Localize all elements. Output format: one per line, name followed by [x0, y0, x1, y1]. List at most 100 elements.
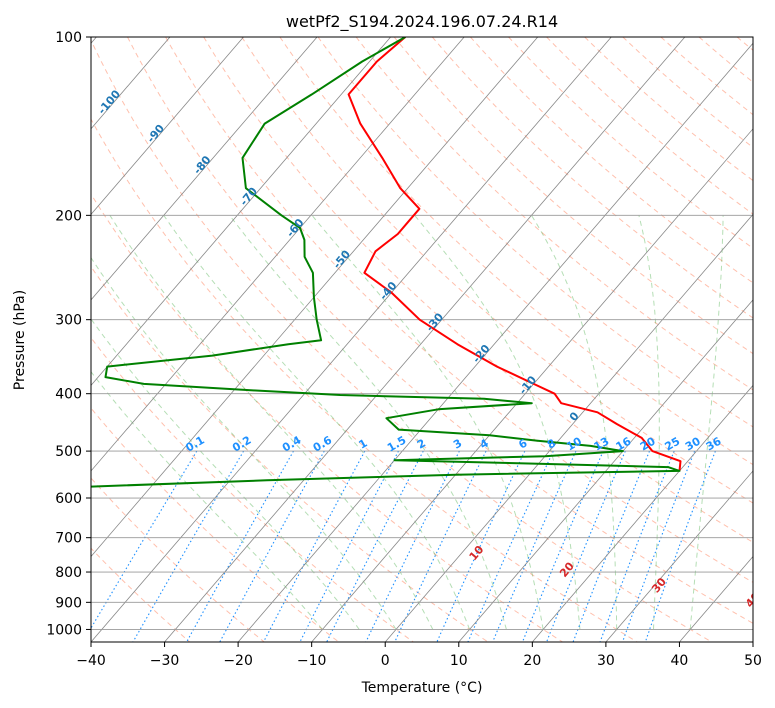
dry-adiabat-line [241, 37, 753, 504]
isotherm-line [384, 213, 753, 642]
y-tick-label: 200 [55, 208, 82, 224]
isotherm-line [91, 37, 539, 558]
moist-adiabat-line [689, 215, 724, 630]
mixing-ratio-label: 3 [451, 437, 464, 452]
x-tick-label: −40 [76, 653, 106, 669]
y-tick-label: 100 [55, 30, 82, 46]
mixing-ratio-line [219, 450, 325, 642]
isotherm-line [91, 37, 318, 301]
mixing-ratio-line [644, 450, 716, 642]
y-tick-label: 300 [55, 313, 82, 329]
moist-adiabat-line [531, 215, 618, 630]
y-tick-label: 1000 [46, 622, 82, 638]
mixing-ratio-label: 8 [545, 437, 558, 452]
x-tick-label: 0 [381, 653, 390, 669]
isotherm-label: -30 [423, 310, 446, 334]
mixing-ratio-line [436, 450, 526, 642]
mixing-ratio-label: 4 [478, 436, 491, 451]
x-axis: −40 −30 −20 −10 0 10 20 30 40 50 [76, 642, 762, 669]
dry-adiabat-line [91, 265, 489, 642]
y-tick-label: 800 [55, 565, 82, 581]
plot-frame [90, 36, 754, 643]
x-tick-label: −10 [297, 653, 327, 669]
mixing-ratio-line [263, 450, 366, 642]
dry-adiabat-line [622, 37, 753, 149]
dry-adiabat-line [393, 37, 753, 355]
isotherm-label: -50 [330, 247, 353, 271]
sounding-profiles [91, 37, 682, 488]
dry-adiabat-line [470, 37, 753, 284]
dry-adiabat-label: 40 [743, 590, 763, 610]
isotherm-line [752, 641, 753, 642]
chart-title: wetPf2_S194.2024.196.07.24.R14 [286, 12, 558, 32]
isotherm-line [532, 384, 753, 642]
mixing-ratio-line [299, 450, 399, 642]
dry-adiabat-line [91, 336, 414, 642]
y-axis: 100 200 300 400 500 600 700 800 900 1000 [46, 30, 91, 638]
dewpoint-profile-line [91, 37, 681, 488]
x-tick-label: −30 [150, 653, 180, 669]
isotherm-line [237, 42, 753, 642]
mixing-ratio-line [599, 450, 675, 642]
background-lines [91, 37, 753, 642]
isotherm-label: -70 [237, 185, 260, 209]
dry-adiabat-line [698, 37, 753, 83]
y-tick-label: 500 [55, 444, 82, 460]
dry-adiabat-line [127, 37, 753, 624]
mixing-ratio-line [132, 450, 245, 642]
dry-adiabat-label: 30 [649, 575, 669, 595]
mixing-ratio-line [326, 450, 424, 642]
moist-adiabat-line [163, 215, 471, 630]
dry-adiabat-line [91, 193, 563, 642]
x-axis-label: Temperature (°C) [361, 680, 483, 696]
mixing-ratio-line [365, 450, 460, 642]
isotherm-label: -80 [191, 153, 214, 177]
x-tick-label: 10 [450, 653, 468, 669]
x-tick-label: 30 [597, 653, 615, 669]
dry-adiabat-line [203, 37, 753, 543]
y-axis-label: Pressure (hPa) [12, 290, 28, 390]
moist-adiabat-line [91, 256, 397, 630]
dry-adiabat-line [91, 118, 638, 642]
isotherm-line [311, 128, 753, 642]
mixing-ratio-label: 2 [415, 437, 428, 452]
mixing-ratio-line [394, 450, 487, 642]
dry-adiabat-line [431, 37, 753, 319]
y-tick-label: 900 [55, 595, 82, 611]
x-tick-label: 50 [744, 653, 762, 669]
moist-adiabat-line [414, 214, 581, 630]
isotherm-line [91, 37, 612, 642]
grid-lines [91, 37, 753, 642]
isotherm-line [164, 37, 686, 642]
temperature-profile-line [347, 37, 682, 472]
isotherm-line [458, 299, 753, 642]
isotherm-label: -100 [95, 87, 123, 117]
y-tick-label: 600 [55, 491, 82, 507]
dry-adiabat-line [546, 37, 753, 215]
x-tick-label: 20 [523, 653, 541, 669]
isotherm-line [91, 37, 244, 215]
moist-adiabat-line [229, 214, 507, 630]
dry-adiabat-line [91, 477, 265, 642]
x-tick-label: 40 [671, 653, 689, 669]
moist-adiabat-line [638, 215, 660, 630]
dry-adiabat-line [317, 37, 753, 428]
mixing-ratio-line [546, 450, 626, 642]
x-tick-label: −20 [223, 653, 253, 669]
dry-adiabat-line [736, 37, 753, 51]
dry-adiabat-line [508, 37, 753, 249]
dry-adiabat-line [355, 37, 753, 391]
mixing-ratio-line [572, 450, 651, 642]
mixing-ratio-line [622, 450, 696, 642]
dry-adiabat-line [279, 37, 753, 466]
moist-adiabat-line [91, 370, 323, 630]
chart-labels: 0.1 0.2 0.4 0.6 1 1.5 2 3 4 6 8 10 13 16 20 25 30 36-100-… [95, 87, 763, 610]
isotherm-label: -40 [377, 279, 400, 303]
dry-adiabat-line [91, 39, 713, 642]
isotherm-line [91, 37, 391, 387]
isotherm-label: -90 [144, 122, 167, 146]
y-tick-label: 400 [55, 387, 82, 403]
isotherm-line [91, 37, 465, 472]
isotherm-line [605, 470, 753, 642]
